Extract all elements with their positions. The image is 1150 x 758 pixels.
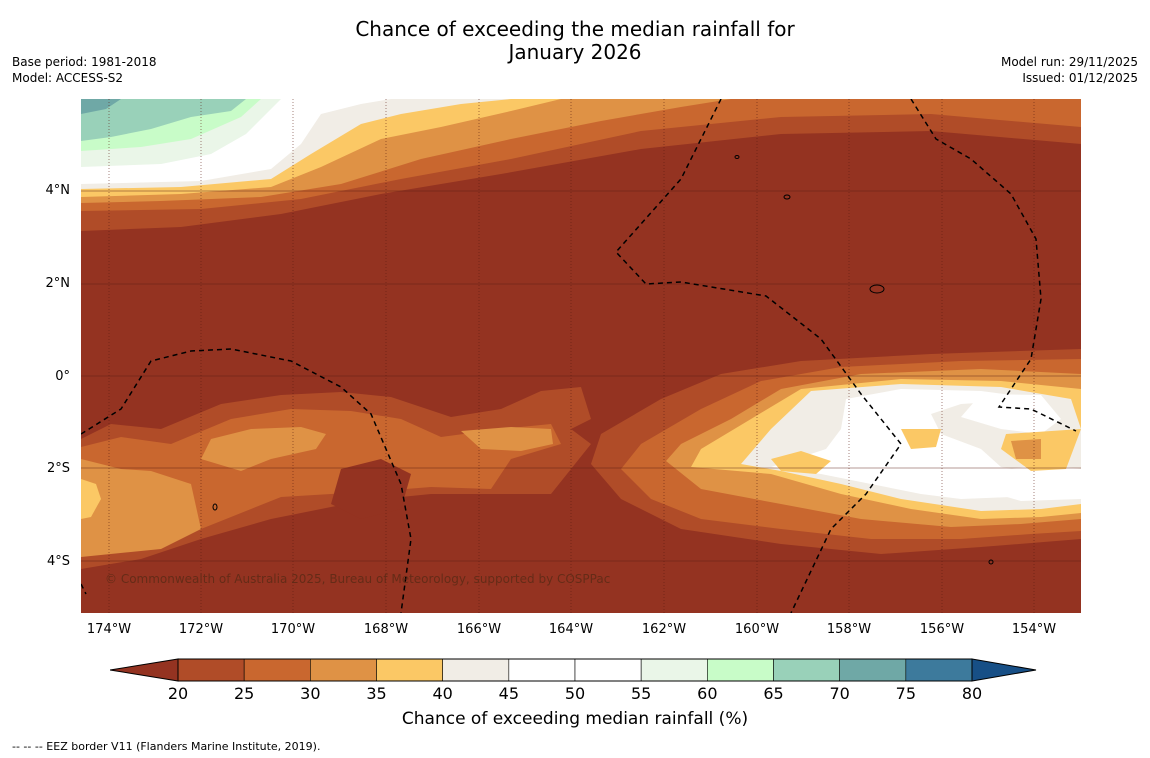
eez-border-kiribati-phoenix bbox=[81, 348, 412, 613]
lat-label-2s: 2°S bbox=[46, 461, 70, 476]
lon-label-174w: 174°W bbox=[86, 622, 132, 637]
colorbar-tick-label: 25 bbox=[233, 684, 255, 703]
colorbar-segment bbox=[243, 658, 311, 682]
model-run: Model run: 29/11/2025 bbox=[1000, 55, 1138, 69]
colorbar-tick-label: 30 bbox=[300, 684, 321, 703]
colorbar-segment bbox=[442, 658, 510, 682]
model-info: Base period: 1981-2018 Model: ACCESS-S2 bbox=[12, 54, 157, 86]
north-band-70-75 bbox=[81, 99, 121, 114]
colorbar-tick-label: 40 bbox=[432, 684, 453, 703]
colorbar-segment bbox=[310, 658, 377, 682]
eez-border-east bbox=[910, 99, 1077, 432]
south-band-30-35 bbox=[81, 459, 201, 557]
lat-label-4s: 4°S bbox=[46, 554, 70, 569]
lon-label-162w: 162°W bbox=[641, 622, 687, 637]
colorbar-tick-label: 60 bbox=[697, 684, 718, 703]
south-band-25-30 bbox=[81, 409, 561, 554]
lon-label-156w: 156°W bbox=[919, 622, 965, 637]
colorbar-segment bbox=[640, 658, 708, 682]
colorbar-segment bbox=[574, 658, 642, 682]
title-line-1: Chance of exceeding the median rainfall … bbox=[355, 17, 795, 41]
east-band-45-55-b bbox=[961, 394, 1061, 434]
east-pocket-30-35 bbox=[1011, 439, 1041, 459]
north-band-65-70 bbox=[81, 99, 246, 141]
south-pocket-below-20 bbox=[331, 459, 411, 519]
colorbar-tick-label: 45 bbox=[498, 684, 519, 703]
east-band-45-55-c bbox=[981, 464, 1081, 501]
colorbar-tick-label: 65 bbox=[763, 684, 784, 703]
lon-label-158w: 158°W bbox=[826, 622, 872, 637]
title-line-2: January 2026 bbox=[508, 40, 642, 64]
island-small bbox=[734, 155, 740, 159]
colorbar-label: Chance of exceeding median rainfall (%) bbox=[401, 709, 749, 729]
colorbar-tick-label: 80 bbox=[961, 684, 983, 703]
graticule bbox=[81, 99, 1081, 613]
colorbar-segment bbox=[839, 658, 907, 682]
lon-label-160w: 160°W bbox=[734, 622, 780, 637]
colorbar-segment bbox=[177, 658, 245, 682]
eez-footnote: -- -- -- EEZ border V11 (Flanders Marine… bbox=[12, 740, 321, 753]
colorbar-tick-label: 75 bbox=[895, 684, 916, 703]
model-name: Model: ACCESS-S2 bbox=[12, 71, 124, 85]
colorbar-segment bbox=[376, 658, 443, 682]
lon-label-164w: 164°W bbox=[548, 622, 594, 637]
lon-label-166w: 166°W bbox=[456, 622, 502, 637]
map-title: Chance of exceeding the median rainfall … bbox=[0, 18, 1150, 64]
east-pocket-35-40-b bbox=[901, 429, 941, 449]
eez-borders bbox=[81, 99, 1077, 613]
colorbar-tick-label: 55 bbox=[630, 684, 652, 703]
colorbar-tick-label: 20 bbox=[167, 684, 189, 703]
lon-label-154w: 154°W bbox=[1011, 622, 1057, 637]
colorbar-segment bbox=[707, 658, 774, 682]
base-period: Base period: 1981-2018 bbox=[12, 55, 157, 69]
islands bbox=[212, 155, 994, 565]
issued-date: Issued: 01/12/2025 bbox=[1022, 71, 1138, 85]
island-south bbox=[988, 559, 994, 565]
colorbar-segment bbox=[773, 658, 840, 682]
lon-label-172w: 172°W bbox=[178, 622, 224, 637]
colorbar bbox=[110, 658, 1037, 682]
lon-label-168w: 168°W bbox=[363, 622, 409, 637]
island-tabuaeran bbox=[783, 194, 791, 200]
colorbar-outline bbox=[177, 658, 973, 682]
island-kiritimati bbox=[869, 284, 885, 294]
rainfall-map bbox=[81, 99, 1081, 613]
lat-label-4n: 4°N bbox=[45, 183, 71, 198]
colorbar-tick-label: 50 bbox=[564, 684, 586, 703]
island-phoenix bbox=[212, 503, 218, 511]
lat-label-0: 0° bbox=[55, 369, 70, 384]
colorbar-extend-high bbox=[971, 658, 1037, 682]
copyright-notice: © Commonwealth of Australia 2025, Bureau… bbox=[105, 572, 611, 586]
lat-label-2n: 2°N bbox=[45, 276, 71, 291]
south-band-30-35-b bbox=[201, 427, 326, 471]
south-band-30-35-c bbox=[461, 427, 553, 451]
colorbar-segment bbox=[905, 658, 973, 682]
eez-border-line-islands bbox=[614, 99, 902, 613]
colorbar-extend-low bbox=[110, 658, 179, 682]
colorbar-tick-label: 35 bbox=[366, 684, 387, 703]
colorbar-tick-label: 70 bbox=[829, 684, 850, 703]
run-info: Model run: 29/11/2025 Issued: 01/12/2025 bbox=[1001, 54, 1138, 86]
lon-label-170w: 170°W bbox=[270, 622, 316, 637]
colorbar-segments bbox=[177, 658, 973, 682]
eez-border-west-edge bbox=[81, 583, 87, 595]
colorbar-segment bbox=[508, 658, 576, 682]
south-band-35-40 bbox=[81, 479, 101, 519]
